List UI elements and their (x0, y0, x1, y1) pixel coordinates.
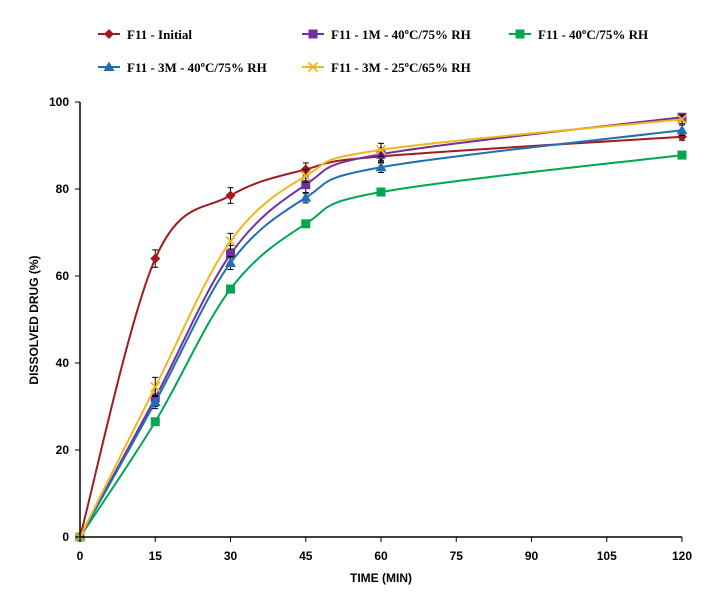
data-point (676, 114, 688, 125)
ticks: 0 15 30 45 60 75 90 105 120 0 20 40 60 80 100 (49, 95, 692, 563)
legend-marker (515, 29, 525, 39)
legend-label: F11 - Initial (127, 27, 192, 42)
legend-label: F11 - 1M - 40ºC/75% RH (331, 27, 471, 42)
data-point (301, 180, 311, 190)
series-2 (75, 112, 687, 542)
legend-entry-3: F11 - 40ºC/75% RH (509, 27, 648, 42)
data-point (150, 381, 161, 393)
x-tick-label: 90 (525, 549, 539, 563)
data-point (301, 219, 311, 229)
data-point (677, 150, 687, 160)
series-line (79, 118, 683, 538)
series-3 (75, 150, 687, 542)
x-tick-label: 15 (149, 549, 163, 563)
x-tick-label: 60 (374, 549, 388, 563)
data-point (677, 131, 687, 142)
data-point (150, 417, 160, 427)
data-point (225, 257, 236, 267)
series-layer (74, 112, 688, 543)
y-tick-label: 80 (56, 182, 70, 196)
data-point (300, 192, 312, 202)
legend-entry-5: F11 - 3M - 25ºC/65% RH (302, 60, 471, 75)
data-point (226, 249, 235, 259)
y-tick-label: 60 (56, 269, 70, 283)
legend-marker (308, 29, 318, 39)
x-tick-label: 45 (299, 549, 313, 563)
x-axis-title: TIME (MIN) (350, 571, 412, 585)
legend-label: F11 - 3M - 25ºC/65% RH (331, 60, 471, 75)
legend-entry-1: F11 - Initial (98, 27, 192, 42)
legend-entry-2: F11 - 1M - 40ºC/75% RH (302, 27, 471, 42)
data-point (225, 236, 236, 247)
legend-entry-4: F11 - 3M - 40ºC/75% RH (98, 60, 267, 75)
legend-marker (307, 61, 319, 73)
data-point (375, 161, 387, 172)
data-point (375, 144, 387, 155)
series-line (79, 154, 683, 538)
y-tick-label: 100 (49, 95, 69, 109)
y-axis-title: DISSOLVED DRUG (%) (27, 255, 41, 384)
series-line (79, 135, 683, 538)
data-point (150, 253, 161, 264)
y-tick-label: 0 (62, 530, 69, 544)
legend-marker (103, 61, 115, 71)
series-line (79, 129, 683, 538)
x-tick-label: 120 (672, 549, 692, 563)
x-tick-label: 105 (597, 549, 617, 563)
legend-marker (104, 29, 114, 39)
y-tick-label: 40 (56, 356, 70, 370)
series-line (79, 116, 683, 538)
data-point (300, 170, 311, 182)
x-tick-label: 30 (224, 549, 238, 563)
data-point (225, 190, 236, 201)
series-5 (74, 114, 688, 543)
legend-label: F11 - 40ºC/75% RH (538, 27, 648, 42)
legend: F11 - Initial F11 - 1M - 40ºC/75% RH F11 -… (98, 27, 648, 75)
data-point (226, 284, 235, 294)
data-point (676, 124, 688, 135)
x-tick-label: 0 (77, 549, 84, 563)
data-point (376, 187, 386, 197)
legend-label: F11 - 3M - 40ºC/75% RH (127, 60, 267, 75)
y-tick-label: 20 (56, 443, 70, 457)
data-point (149, 396, 161, 407)
x-tick-label: 75 (450, 549, 464, 563)
series-4 (74, 124, 688, 541)
